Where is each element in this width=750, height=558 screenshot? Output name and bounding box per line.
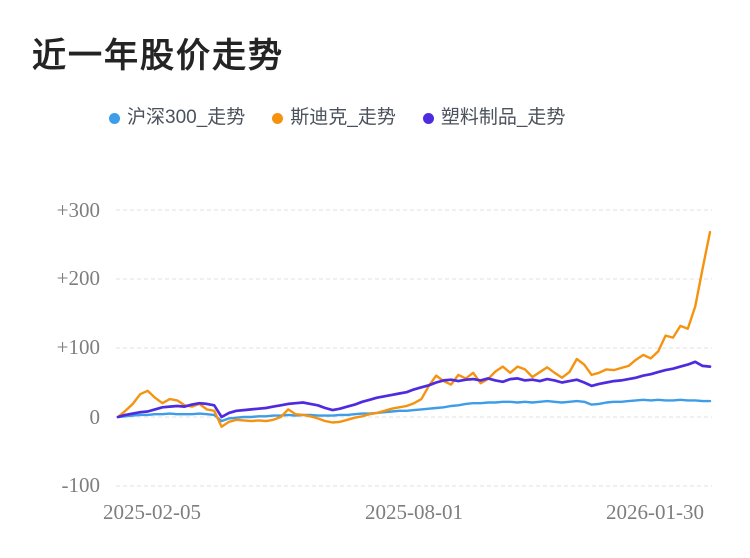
x-tick-end: 2026-01-30 <box>606 500 704 524</box>
legend-label-hushen300: 沪深300_走势 <box>127 107 246 128</box>
x-tick-start: 2025-02-05 <box>103 500 201 524</box>
legend-item-plastic[interactable]: 塑料制品_走势 <box>422 106 566 130</box>
series-line-2 <box>116 360 712 419</box>
legend-label-plastic: 塑料制品_走势 <box>440 107 566 128</box>
chart-title: 近一年股价走势 <box>32 37 284 75</box>
legend-label-sidike: 斯迪克_走势 <box>290 107 396 128</box>
legend-item-sidike[interactable]: 斯迪克_走势 <box>272 106 396 130</box>
series-line-1 <box>116 230 712 428</box>
y-tick-300: +300 <box>56 198 100 222</box>
y-tick-0: 0 <box>89 405 101 429</box>
y-tick-neg100: -100 <box>61 473 101 497</box>
y-tick-200: +200 <box>56 266 100 290</box>
legend-item-hushen300[interactable]: 沪深300_走势 <box>109 106 245 130</box>
x-tick-mid: 2025-08-01 <box>365 500 463 524</box>
legend-marker-plastic-icon <box>422 112 434 124</box>
legend-marker-hushen300-icon <box>109 112 120 124</box>
y-tick-100: +100 <box>56 335 100 359</box>
legend: 沪深300_走势 斯迪克_走势 塑料制品_走势 <box>109 105 565 131</box>
legend-marker-sidike-icon <box>272 112 284 124</box>
